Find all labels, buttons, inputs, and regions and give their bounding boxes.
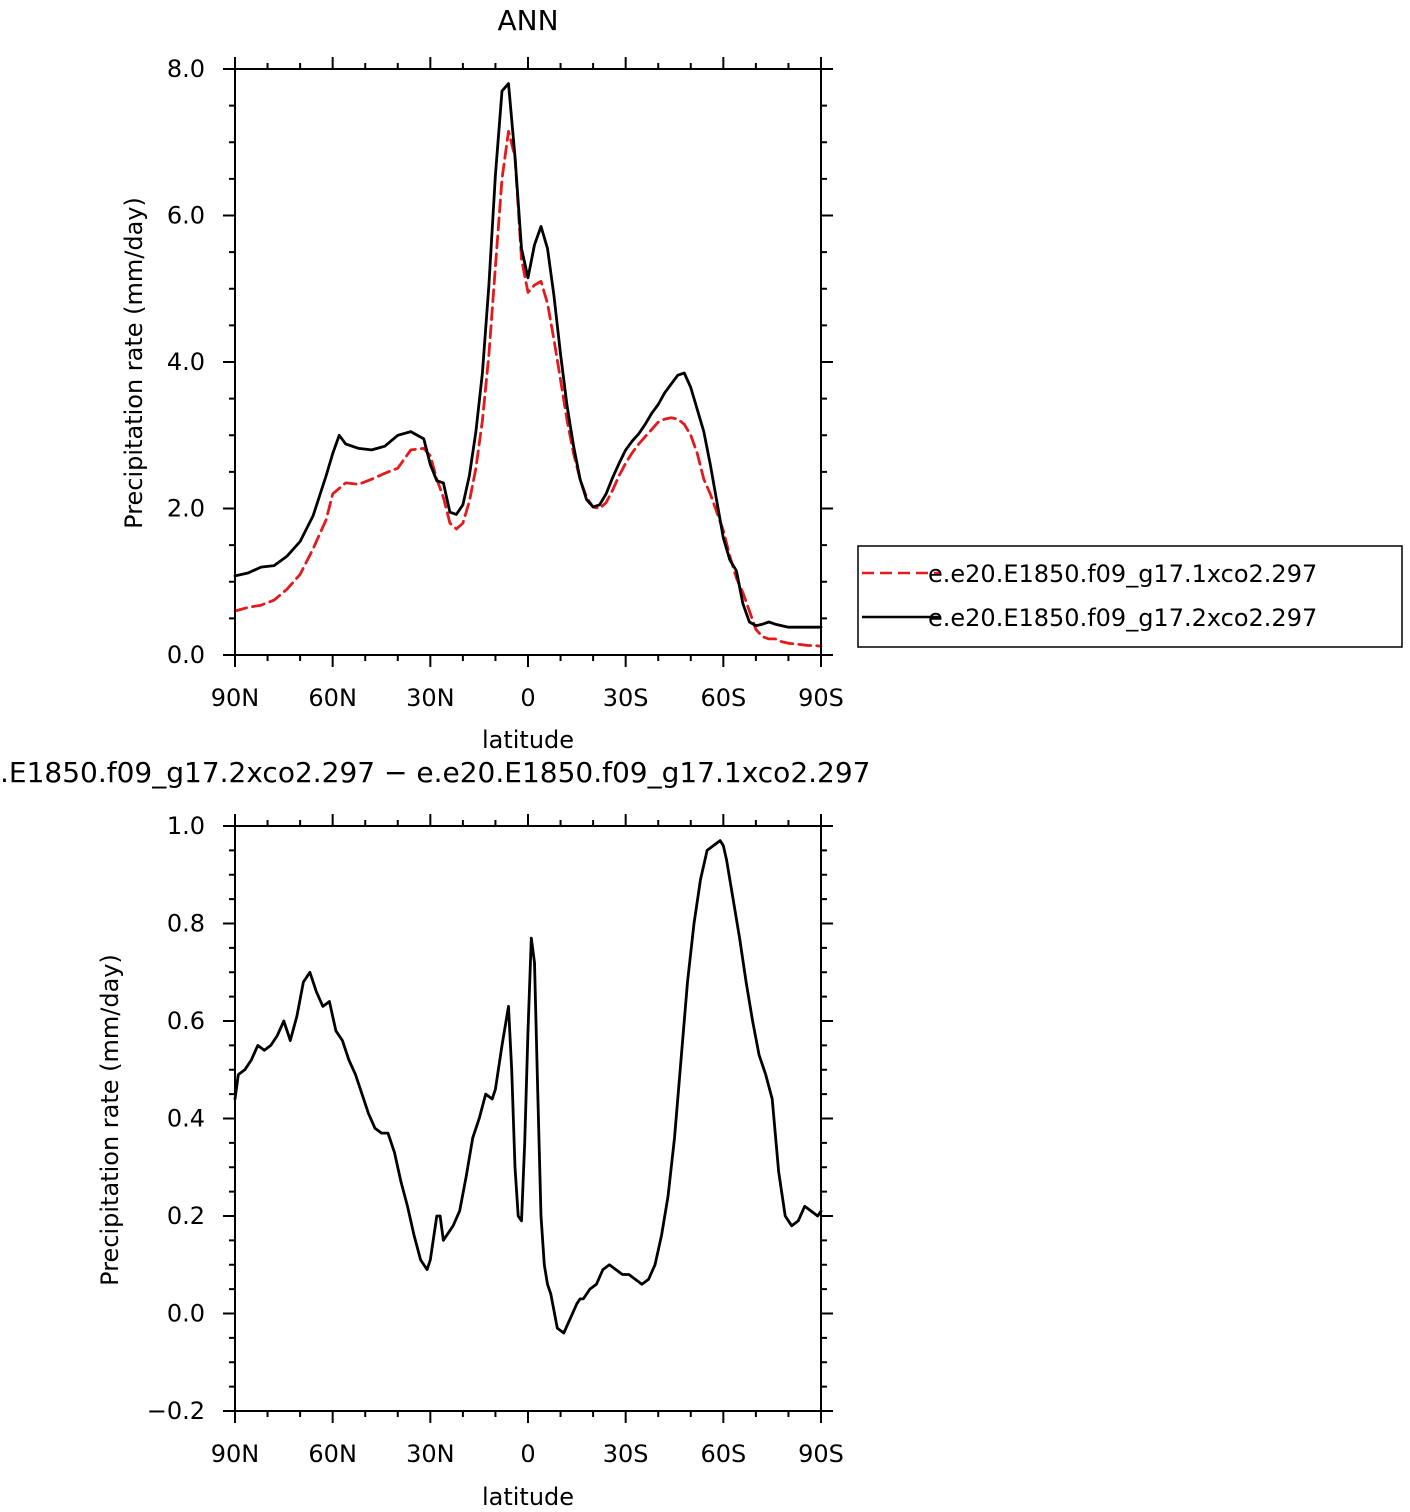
bottom-y-tick-label: 0.6: [167, 1007, 205, 1035]
top-y-tick-label: 6.0: [167, 202, 205, 230]
bottom-x-tick-label: 60S: [700, 1440, 746, 1468]
legend-label-series-1: e.e20.E1850.f09_g17.1xco2.297: [928, 560, 1317, 588]
bottom-y-tick-label: 0.8: [167, 910, 205, 938]
bottom-chart-y-axis-label: Precipitation rate (mm/day): [96, 954, 124, 1286]
bottom-x-tick-label: 90S: [798, 1440, 844, 1468]
bottom-x-tick-label: 30S: [603, 1440, 649, 1468]
bottom-y-tick-label: 0.2: [167, 1202, 205, 1230]
bottom-y-tick-label: −0.2: [147, 1397, 205, 1425]
top-chart: ANN latitude Precipitation rate (mm/day)…: [120, 4, 844, 754]
top-y-tick-label: 4.0: [167, 348, 205, 376]
bottom-x-tick-label: 60N: [308, 1440, 357, 1468]
top-y-tick-label: 0.0: [167, 641, 205, 669]
top-y-tick-label: 8.0: [167, 55, 205, 83]
legend: e.e20.E1850.f09_g17.1xco2.297 e.e20.E185…: [857, 545, 1403, 648]
legend-box: [857, 545, 1403, 648]
top-chart-y-axis-label: Precipitation rate (mm/day): [120, 197, 148, 529]
top-x-tick-label: 0: [520, 684, 535, 712]
bottom-series-line-1: [233, 839, 823, 1335]
bottom-y-tick-label: 0.0: [167, 1300, 205, 1328]
bottom-x-tick-label: 90N: [211, 1440, 260, 1468]
legend-label-series-2: e.e20.E1850.f09_g17.2xco2.297: [928, 604, 1317, 632]
top-x-tick-label: 60S: [700, 684, 746, 712]
top-x-tick-label: 90N: [211, 684, 260, 712]
bottom-chart-x-axis-label: latitude: [482, 1483, 574, 1511]
bottom-chart: .E1850.f09_g17.2xco2.297 − e.e20.E1850.f…: [0, 756, 870, 1511]
top-x-tick-label: 60N: [308, 684, 357, 712]
top-x-tick-label: 30N: [406, 684, 455, 712]
top-chart-x-axis-label: latitude: [482, 726, 574, 754]
top-chart-title: ANN: [497, 4, 558, 37]
top-series-line-2: [233, 82, 823, 629]
bottom-y-tick-label: 0.4: [167, 1105, 205, 1133]
bottom-chart-title: .E1850.f09_g17.2xco2.297 − e.e20.E1850.f…: [0, 756, 870, 789]
bottom-x-tick-label: 0: [520, 1440, 535, 1468]
top-y-tick-label: 2.0: [167, 495, 205, 523]
bottom-y-tick-label: 1.0: [167, 812, 205, 840]
top-x-tick-label: 30S: [603, 684, 649, 712]
bottom-x-tick-label: 30N: [406, 1440, 455, 1468]
top-x-tick-label: 90S: [798, 684, 844, 712]
